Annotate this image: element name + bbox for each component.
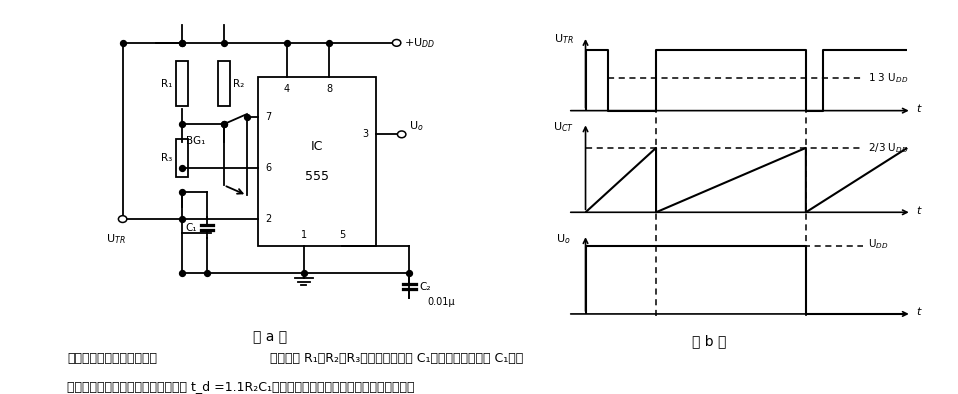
- Text: R₃: R₃: [161, 153, 172, 163]
- Point: [217, 40, 232, 46]
- Text: IC: IC: [310, 140, 323, 153]
- Text: C₁: C₁: [186, 223, 197, 232]
- Circle shape: [398, 131, 406, 138]
- Point: [280, 40, 295, 46]
- Text: 2/3 U$_{DD}$: 2/3 U$_{DD}$: [868, 141, 908, 155]
- Point: [217, 121, 232, 127]
- Text: 555: 555: [305, 170, 329, 183]
- Text: U$_o$: U$_o$: [409, 119, 423, 133]
- Text: U$_{TR}$: U$_{TR}$: [554, 33, 573, 46]
- Text: 1: 1: [301, 230, 307, 240]
- Text: BG₁: BG₁: [186, 136, 205, 146]
- Text: 外触发方波－锯齿波发生器: 外触发方波－锯齿波发生器: [67, 352, 157, 365]
- Text: C₂: C₂: [419, 282, 430, 292]
- Text: t: t: [916, 206, 921, 216]
- Point: [217, 121, 232, 127]
- Point: [174, 216, 190, 222]
- Text: 电压线性度好，延时精确。延时时间 t_d =1.1R₂C₁。要求触发脉冲的周期大于上述延时时间。: 电压线性度好，延时精确。延时时间 t_d =1.1R₂C₁。要求触发脉冲的周期大…: [67, 380, 415, 392]
- Text: （ a ）: （ a ）: [253, 331, 287, 345]
- Text: U$_o$: U$_o$: [557, 232, 571, 246]
- Point: [174, 165, 190, 171]
- Point: [296, 270, 311, 277]
- Point: [401, 270, 417, 277]
- Text: 4: 4: [284, 84, 290, 94]
- Text: 0.01μ: 0.01μ: [427, 297, 455, 307]
- Text: U$_{CT}$: U$_{CT}$: [553, 121, 574, 134]
- Bar: [175, 139, 188, 177]
- Bar: [175, 61, 188, 106]
- Circle shape: [119, 216, 126, 223]
- Point: [240, 114, 255, 121]
- Text: 2: 2: [265, 214, 271, 224]
- Text: 3: 3: [362, 129, 368, 139]
- Text: 1 3 U$_{DD}$: 1 3 U$_{DD}$: [868, 72, 908, 85]
- Point: [174, 270, 190, 277]
- Point: [174, 40, 190, 46]
- Point: [174, 40, 190, 46]
- Text: t: t: [916, 307, 921, 317]
- Text: 晶体管和 R₁、R₂、R₃组成恒流源，对 C₁进行恒流充电，使 C₁上的: 晶体管和 R₁、R₂、R₃组成恒流源，对 C₁进行恒流充电，使 C₁上的: [254, 352, 523, 365]
- Point: [322, 40, 337, 46]
- Text: +U$_{DD}$: +U$_{DD}$: [404, 36, 435, 50]
- Point: [174, 189, 190, 195]
- Point: [174, 121, 190, 127]
- Circle shape: [393, 39, 400, 46]
- Text: U$_{DD}$: U$_{DD}$: [868, 238, 888, 251]
- Point: [115, 40, 130, 46]
- Text: U$_{TR}$: U$_{TR}$: [106, 232, 126, 246]
- Text: 7: 7: [265, 112, 271, 123]
- Text: 6: 6: [265, 163, 271, 173]
- Text: （ b ）: （ b ）: [692, 334, 726, 348]
- Text: 8: 8: [326, 84, 332, 94]
- Point: [199, 270, 215, 277]
- Text: 5: 5: [339, 230, 345, 240]
- Bar: [217, 61, 230, 106]
- Text: R₂: R₂: [233, 78, 244, 89]
- Text: R₁: R₁: [161, 78, 172, 89]
- Bar: [258, 77, 376, 246]
- Text: t: t: [916, 104, 921, 114]
